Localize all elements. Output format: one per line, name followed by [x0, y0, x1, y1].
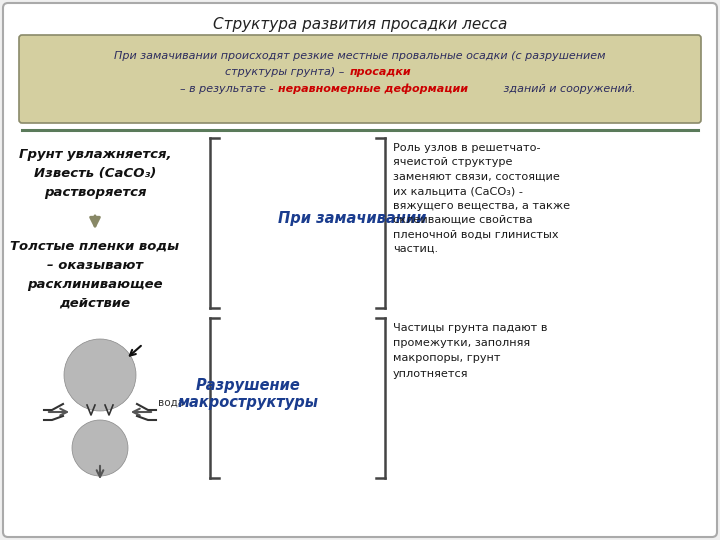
Text: Структура развития просадки лесса: Структура развития просадки лесса [213, 17, 507, 31]
Text: Роль узлов в решетчато-
ячеистой структуре
заменяют связи, состоящие
их кальцита: Роль узлов в решетчато- ячеистой структу… [393, 143, 570, 254]
FancyBboxPatch shape [3, 3, 717, 537]
Text: неравномерные деформации: неравномерные деформации [278, 84, 468, 94]
Text: просадки: просадки [350, 67, 412, 77]
Text: – в результате -: – в результате - [180, 84, 277, 94]
Text: вода: вода [158, 398, 184, 408]
Text: Частицы грунта падают в
промежутки, заполняя
макропоры, грунт
уплотняется: Частицы грунта падают в промежутки, запо… [393, 323, 547, 379]
Text: При замачивании: При замачивании [278, 211, 426, 226]
FancyBboxPatch shape [19, 35, 701, 123]
Circle shape [72, 420, 128, 476]
Text: При замачивании происходят резкие местные провальные осадки (с разрушением: При замачивании происходят резкие местны… [114, 51, 606, 61]
Text: Толстые пленки воды
– оказывают
расклинивающее
действие: Толстые пленки воды – оказывают расклини… [10, 240, 179, 310]
Text: Разрушение
макроструктуры: Разрушение макроструктуры [178, 378, 318, 410]
Circle shape [64, 339, 136, 411]
Text: зданий и сооружений.: зданий и сооружений. [500, 84, 636, 94]
Text: структуры грунта) –: структуры грунта) – [225, 67, 348, 77]
Text: Грунт увлажняется,
Известь (СаСО₃)
растворяется: Грунт увлажняется, Известь (СаСО₃) раств… [19, 148, 171, 199]
